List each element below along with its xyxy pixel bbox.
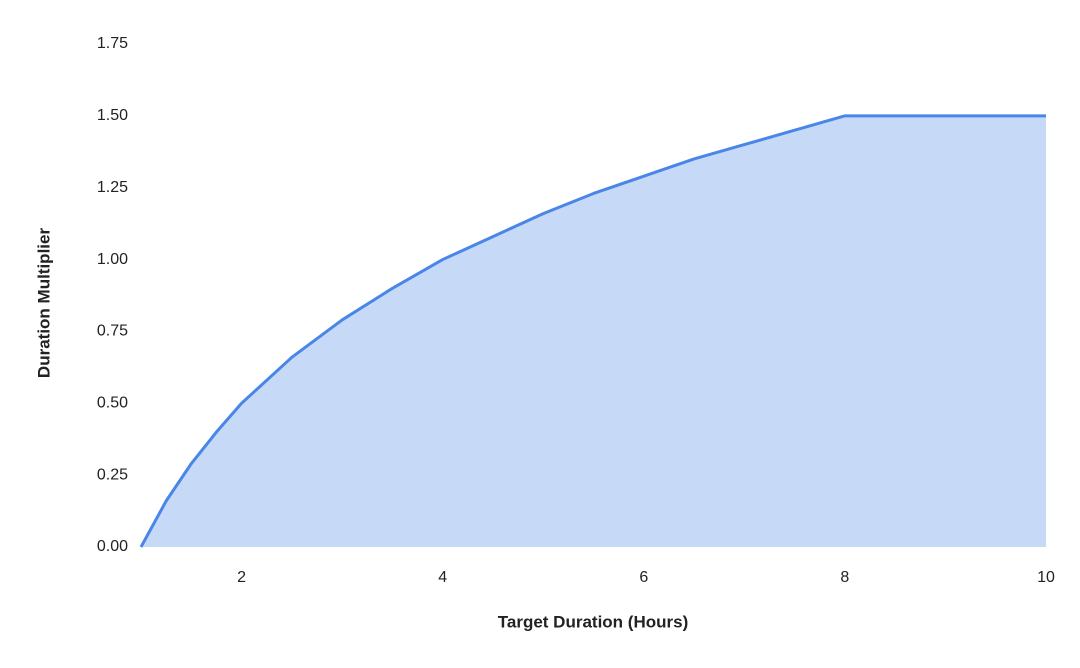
y-tick-label: 0.25 [97, 466, 128, 483]
y-tick-label: 1.25 [97, 179, 128, 196]
area-line [139, 114, 1046, 548]
y-tick-label: 1.00 [97, 251, 128, 268]
y-tick-label: 0.00 [97, 538, 128, 555]
x-tick-label: 6 [639, 569, 648, 586]
x-tick-label: 4 [438, 569, 447, 586]
y-tick-label: 0.50 [97, 395, 128, 412]
y-tick-label: 1.50 [97, 107, 128, 124]
x-tick-label: 2 [237, 569, 246, 586]
y-axis-title: Duration Multiplier [34, 228, 53, 379]
y-tick-label: 1.75 [97, 35, 128, 52]
y-tick-label: 0.75 [97, 323, 128, 340]
x-tick-label: 8 [840, 569, 849, 586]
x-tick-label: 10 [1037, 569, 1055, 586]
x-axis-title: Target Duration (Hours) [498, 612, 688, 631]
area-fill [141, 115, 1046, 547]
